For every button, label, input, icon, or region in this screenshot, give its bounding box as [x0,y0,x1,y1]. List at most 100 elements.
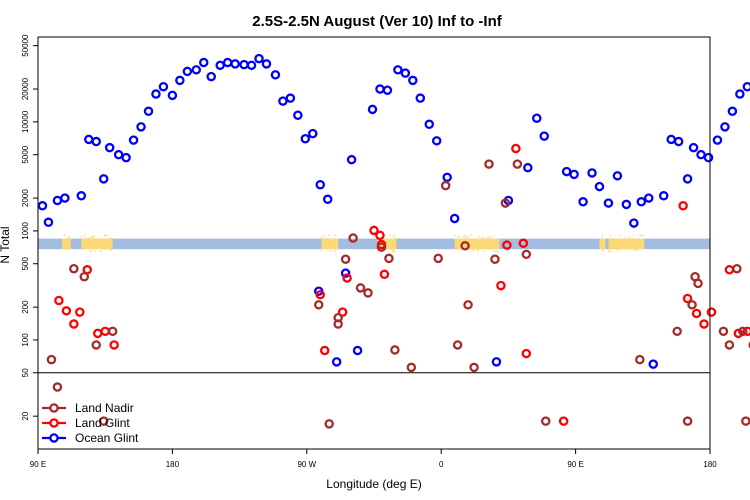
land-patch-fill [81,238,113,250]
land-dot [470,234,473,236]
data-point [521,348,532,359]
land-dot [461,239,464,242]
land-dot [611,245,613,248]
data-point [393,65,403,75]
land-dot [492,242,494,245]
data-point [52,195,63,206]
data-point [696,149,706,160]
land-dot [615,243,618,246]
land-dot [332,239,335,241]
data-point [603,198,614,208]
land-dot [99,250,102,252]
land-dot [472,249,475,252]
land-dot [473,245,475,248]
land-dot [103,248,106,251]
data-point [206,71,216,82]
data-point [512,159,523,169]
land-dot [600,244,603,247]
land-dot [93,235,95,237]
land-dot [65,245,68,247]
land-dot [477,248,479,250]
data-point [523,162,533,173]
land-dot [483,250,485,252]
series-land-glint [54,143,750,426]
land-dot [334,250,336,253]
y-tick-label: 2000 [21,189,30,207]
land-dot [92,237,94,240]
data-point [109,340,119,350]
land-dot [63,234,66,236]
data-point [415,93,426,103]
data-point [313,300,324,310]
land-dot [326,237,328,240]
data-point [215,60,225,71]
land-dot [622,238,625,241]
land-dot [80,235,83,238]
data-point [521,249,532,260]
y-tick-label: 5000 [21,145,30,163]
land-dot [392,249,395,252]
land-patch [607,234,645,253]
data-point [91,340,101,350]
land-dot [334,239,337,241]
data-point [100,326,110,337]
data-point [182,66,193,77]
data-point [337,307,348,317]
data-point [540,416,551,426]
data-point [293,110,303,120]
y-tick-label: 20000 [21,77,30,100]
land-patch [61,234,71,250]
land-dot [477,249,479,252]
legend-marker [49,433,59,443]
land-dot [631,240,634,242]
data-point [167,90,178,101]
data-point [79,271,90,282]
land-dot [475,245,477,248]
land-dot [92,239,95,242]
land-dot [617,249,620,251]
data-point [363,288,373,298]
land-dot [108,248,111,251]
land-patch [453,234,500,253]
data-point [658,191,669,201]
data-point [449,213,460,224]
data-point [222,57,233,68]
land-dot [394,244,397,247]
land-dot [455,242,457,244]
land-dot [321,249,323,252]
land-dot [493,245,495,248]
data-point [113,149,124,160]
land-dot [68,242,71,244]
data-point [322,194,333,205]
data-point [636,197,647,207]
x-tick-label: 90 W [297,460,316,469]
land-dot [493,238,495,241]
land-dot [604,239,606,242]
land-dot [615,240,617,242]
land-dot [627,248,630,250]
land-dot [388,245,391,248]
land-dot [94,250,96,252]
land-dot [386,242,389,245]
data-point [699,319,709,329]
land-dot [633,241,636,243]
data-point [136,122,146,132]
plot-frame [37,36,711,450]
data-point [682,293,693,304]
data-point [54,295,64,306]
land-dot [465,236,468,239]
data-point [400,68,411,78]
data-point [442,172,452,183]
land-dot [393,250,396,253]
land-dot [104,234,107,237]
data-point [76,191,87,201]
data-point [128,135,139,145]
land-dot [92,235,94,238]
data-point [270,70,281,80]
legend-label: Ocean Glint [75,431,139,445]
land-dot [87,246,89,248]
land-dot [109,237,112,239]
data-point [452,340,463,350]
land-dot [601,237,603,240]
data-point [732,263,742,274]
